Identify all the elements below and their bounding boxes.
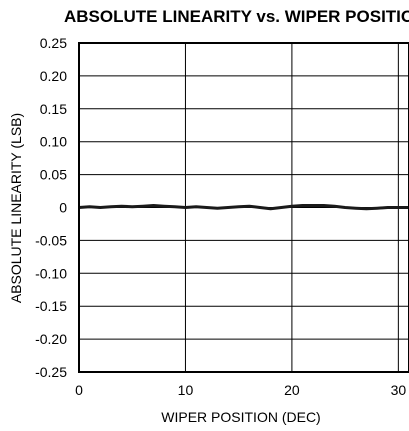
x-tick-label: 30 <box>391 382 407 398</box>
x-tick-label: 0 <box>75 382 83 398</box>
x-tick-label: 20 <box>284 382 300 398</box>
y-tick-label: -0.05 <box>35 232 67 248</box>
y-axis-label: ABSOLUTE LINEARITY (LSB) <box>8 113 24 303</box>
y-tick-label: -0.20 <box>35 331 67 347</box>
y-tick-label: 0.25 <box>40 35 67 51</box>
y-tick-label: 0 <box>59 200 67 216</box>
y-tick-label: 0.10 <box>40 134 67 150</box>
plot-frame <box>78 42 409 373</box>
y-tick-label: -0.10 <box>35 265 67 281</box>
y-tick-label: 0.20 <box>40 68 67 84</box>
y-tick-label: 0.05 <box>40 167 67 183</box>
x-tick-labels: 0 10 20 30 <box>75 382 406 398</box>
y-tick-label: 0.15 <box>40 101 67 117</box>
y-tick-label: -0.25 <box>35 364 67 380</box>
x-tick-label: 10 <box>178 382 194 398</box>
x-axis-label: WIPER POSITION (DEC) <box>161 409 320 425</box>
y-tick-label: -0.15 <box>35 298 67 314</box>
chart-title: ABSOLUTE LINEARITY vs. WIPER POSITIO <box>64 7 409 26</box>
y-tick-labels: 0.25 0.20 0.15 0.10 0.05 0 -0.05 -0.10 -0.15 -0.2… <box>35 35 67 380</box>
series-line <box>78 204 409 211</box>
plot-series <box>78 204 409 211</box>
